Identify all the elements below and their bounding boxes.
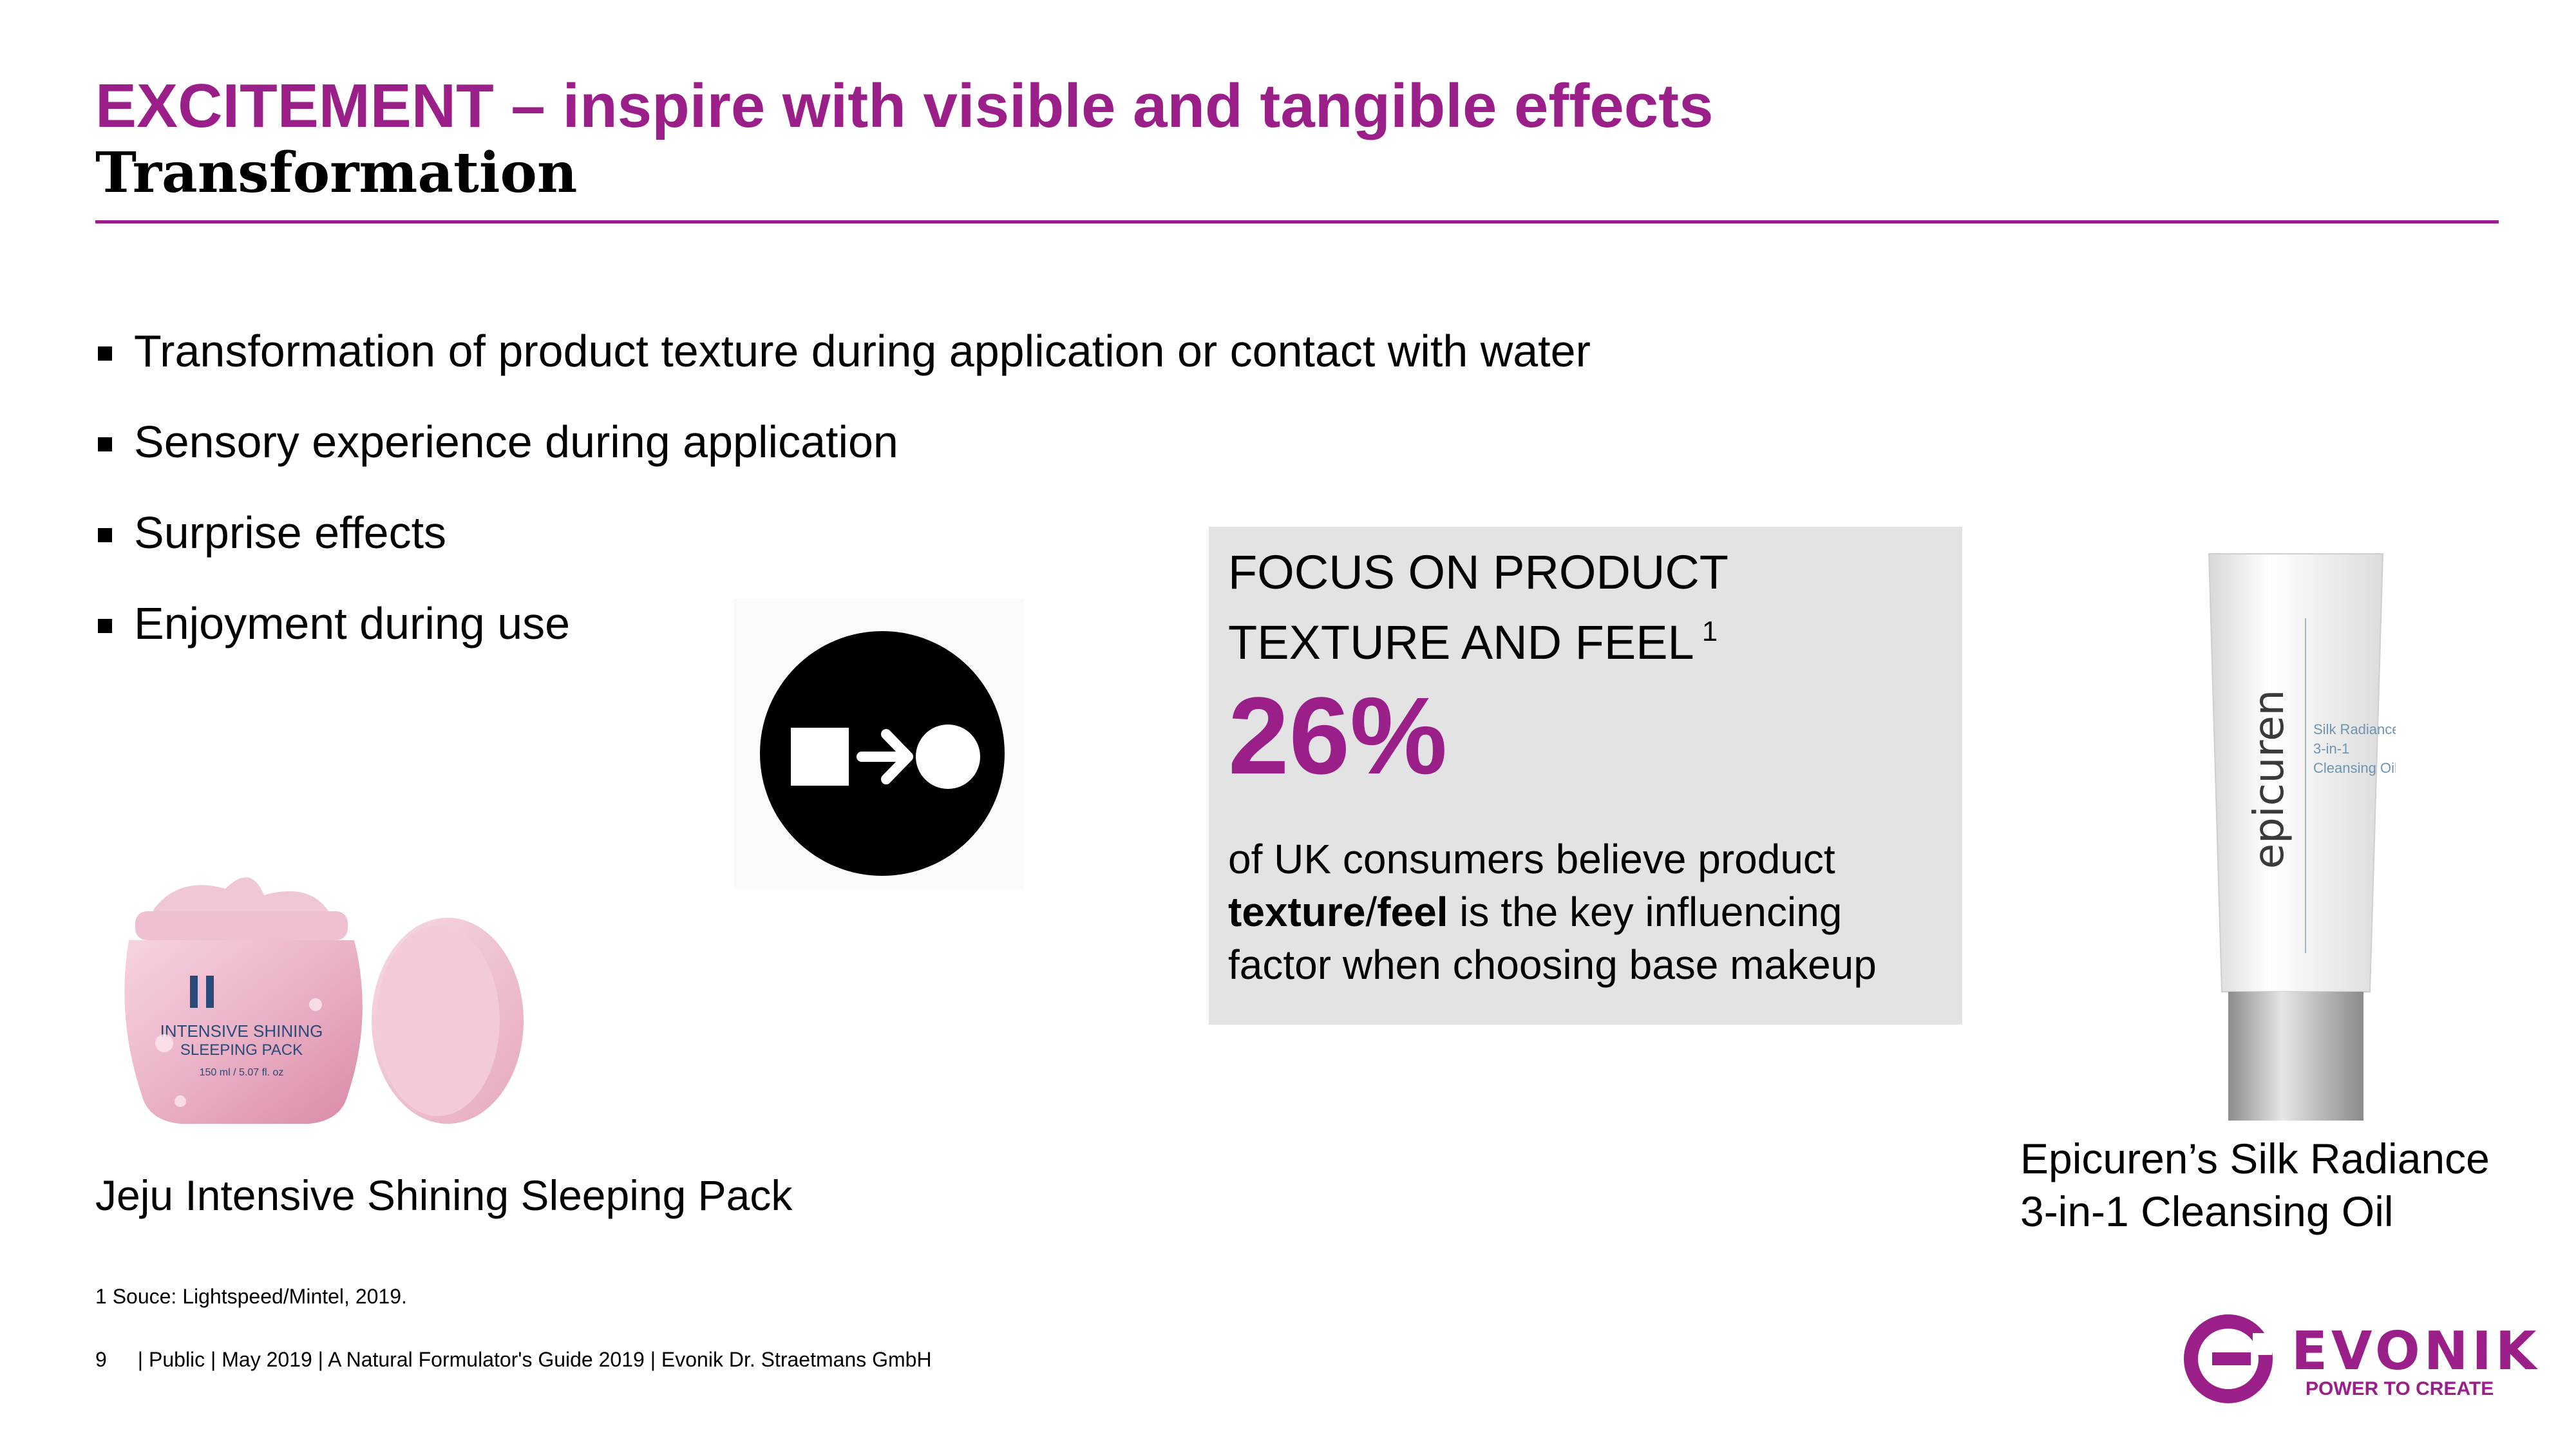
focus-statistic-box: FOCUS ON PRODUCT TEXTURE AND FEEL 1 26% o…	[1209, 527, 1962, 1025]
focus-heading: FOCUS ON PRODUCT TEXTURE AND FEEL 1	[1228, 545, 1728, 669]
bullet-item: Sensory experience during application	[95, 416, 1591, 468]
bullet-list: Transformation of product texture during…	[95, 325, 1591, 688]
left-product-caption: Jeju Intensive Shining Sleeping Pack	[95, 1171, 793, 1219]
evonik-logo-icon	[2184, 1314, 2273, 1403]
tube-line3: Cleansing Oil	[2313, 760, 2396, 776]
footer-text: | Public | May 2019 | A Natural Formulat…	[137, 1348, 932, 1371]
logo-tagline: POWER TO CREATE	[2306, 1378, 2494, 1399]
bullet-item: Enjoyment during use	[95, 598, 1591, 649]
bullet-square-icon	[98, 619, 112, 633]
footnote-reference: 1	[1701, 616, 1718, 647]
statistic-value: 26%	[1228, 675, 1448, 797]
statistic-description: of UK consumers believe product texture/…	[1228, 836, 1877, 988]
bullet-item: Surprise effects	[95, 507, 1591, 558]
sleeping-pack-jar-image: INTENSIVE SHINING SLEEPING PACK 150 ml /…	[124, 877, 524, 1124]
jar-label-line2: SLEEPING PACK	[180, 1041, 303, 1059]
jar-volume: 150 ml / 5.07 fl. oz	[200, 1067, 284, 1078]
tube-line1: Silk Radiance	[2313, 721, 2396, 737]
bullet-square-icon	[98, 346, 112, 361]
square-to-circle-transformation-icon	[734, 599, 1024, 889]
right-product-caption: Epicuren’s Silk Radiance 3-in-1 Cleansin…	[2020, 1135, 2490, 1235]
slide-subtitle: Transformation	[95, 140, 578, 205]
page-number: 9	[95, 1348, 107, 1371]
source-footnote: 1 Souce: Lightspeed/Mintel, 2019.	[95, 1285, 407, 1308]
bullet-item: Transformation of product texture during…	[95, 325, 1591, 377]
slide-title: EXCITEMENT – inspire with visible and ta…	[95, 71, 1714, 140]
jar-label-line1: INTENSIVE SHINING	[160, 1021, 323, 1041]
cleansing-oil-tube-image: epicuren Silk Radiance 3-in-1 Cleansing …	[2208, 553, 2396, 1121]
tube-brand: epicuren	[2246, 690, 2293, 869]
tube-line2: 3-in-1	[2313, 741, 2349, 757]
bullet-square-icon	[98, 528, 112, 542]
evonik-logo: EVONIK POWER TO CREATE	[2177, 1307, 2536, 1410]
title-divider	[95, 220, 2499, 223]
logo-wordmark: EVONIK	[2291, 1321, 2541, 1382]
bullet-square-icon	[98, 437, 112, 451]
slide-footer: 9 | Public | May 2019 | A Natural Formula…	[95, 1348, 932, 1372]
